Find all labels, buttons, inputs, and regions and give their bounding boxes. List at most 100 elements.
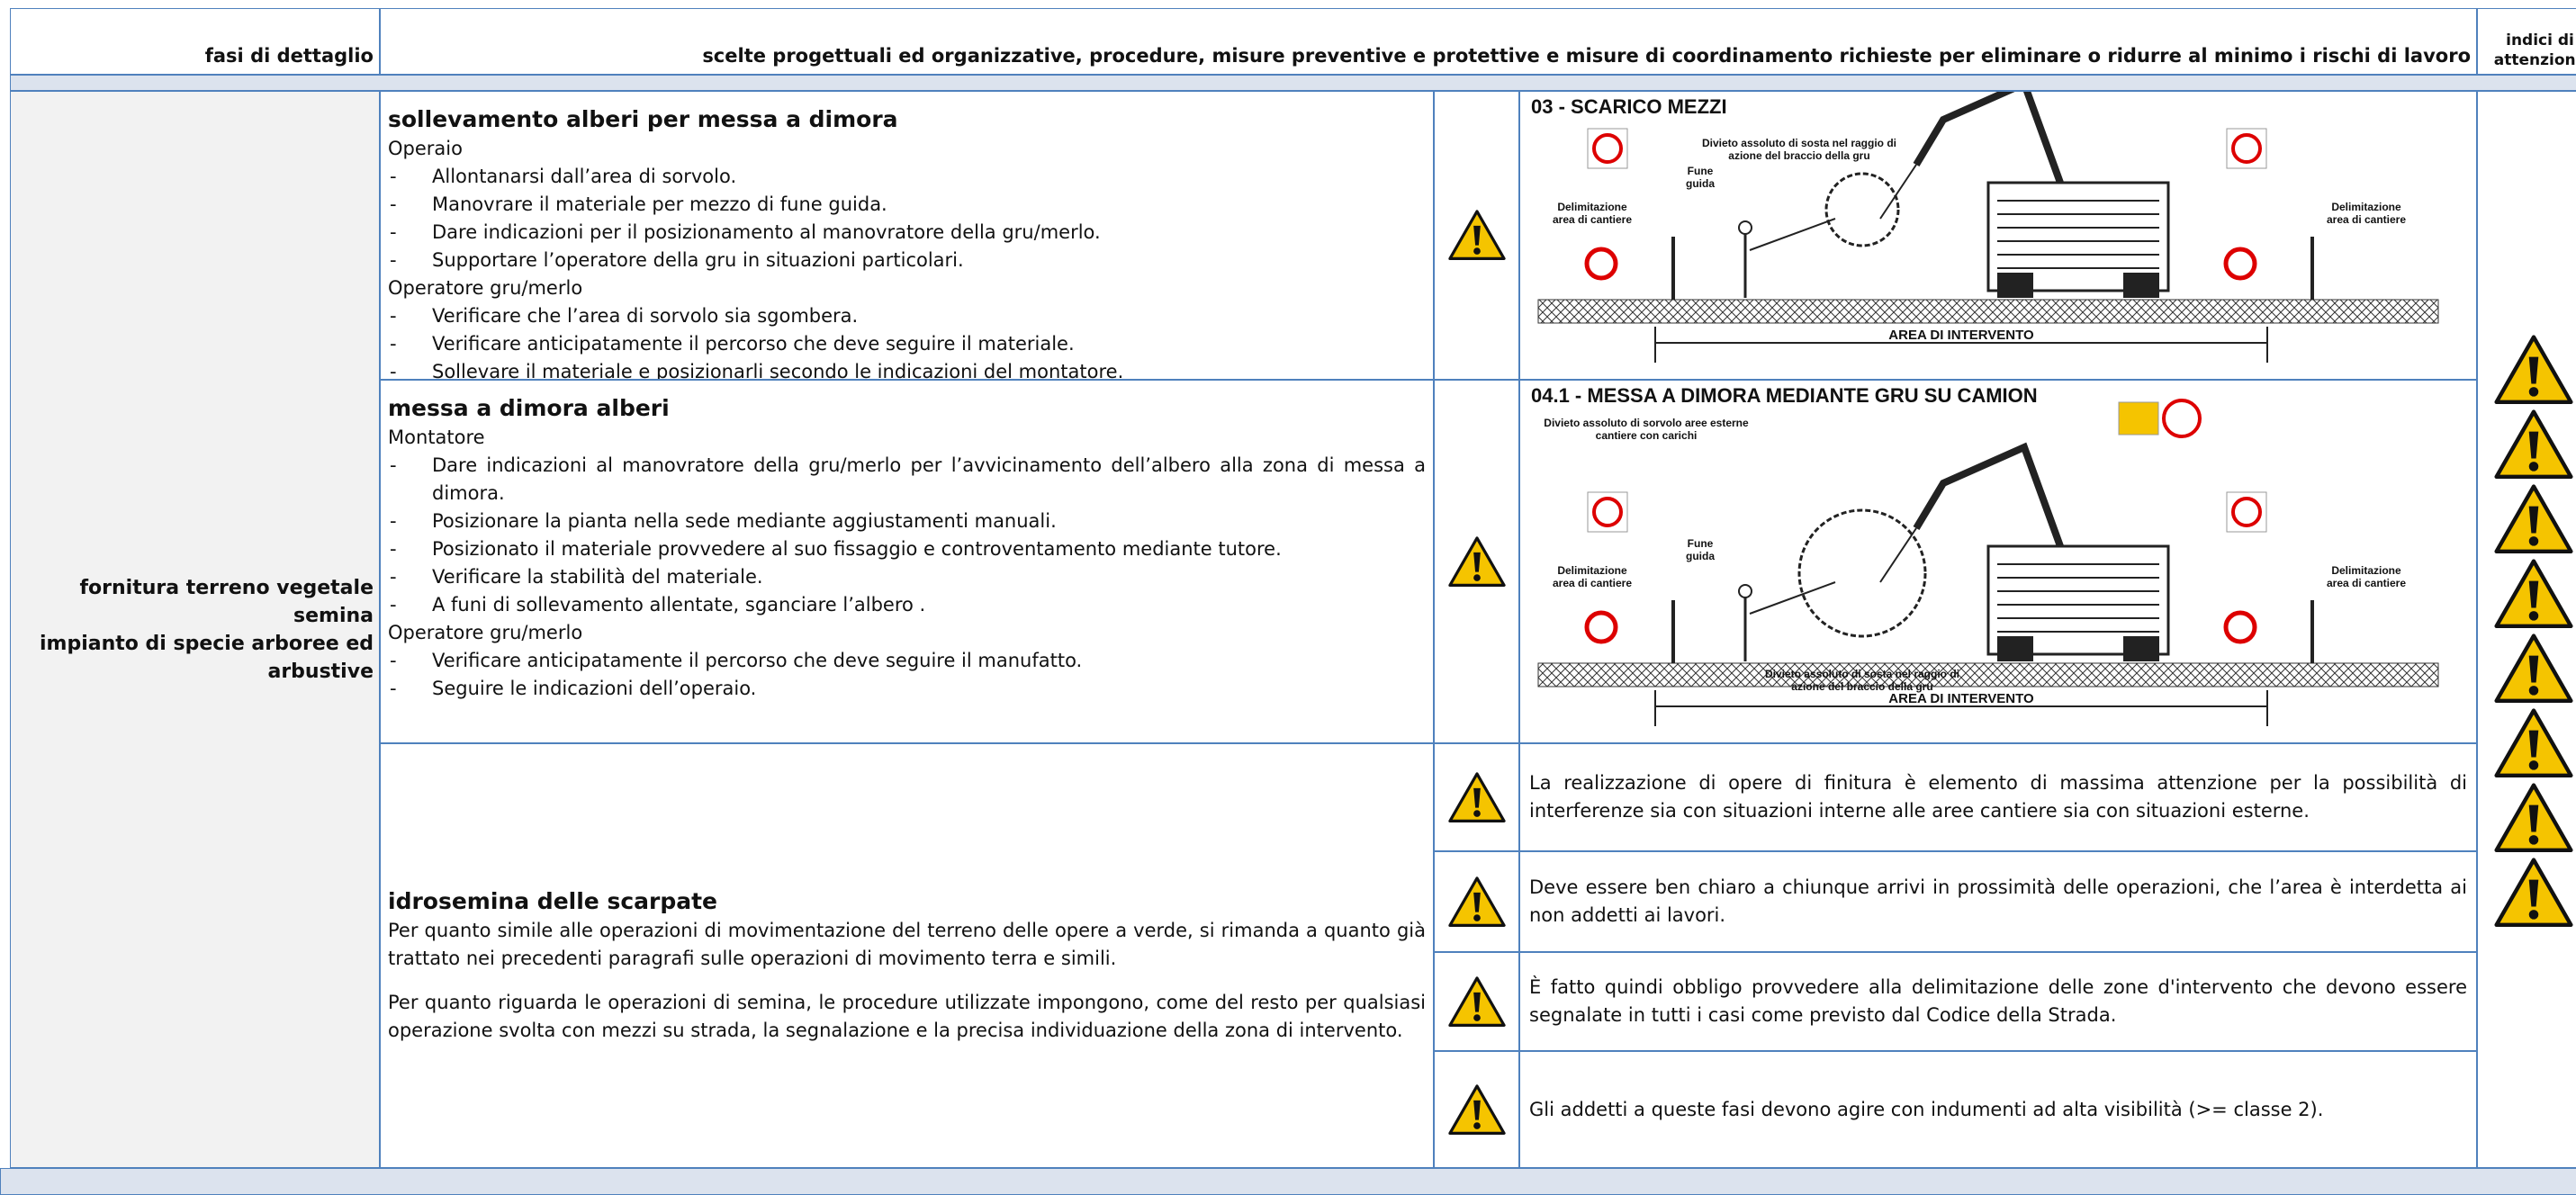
wheel [1997,273,2033,298]
item: Posizionare la pianta nella sede mediant… [388,508,1426,535]
warning-icon [2494,633,2573,703]
shape [1473,226,1481,247]
tape [2223,610,2257,644]
figure-label: Delimitazione area di cantiere [1552,201,1633,226]
item: Verificare che l’area di sorvolo sia sgo… [388,302,1426,330]
wheel [1997,636,2033,661]
item: Dare indicazioni per il posizionamento a… [388,219,1426,247]
shape [1473,574,1481,581]
icon-cell [1434,743,1519,851]
wheel [2123,636,2159,661]
tape [1584,610,1618,644]
shape [2528,431,2539,459]
shape [2528,462,2539,472]
header-text: indici di attenzione [2493,31,2576,69]
phase-text: impianto di specie arboree ed arbustive [39,632,374,683]
item-list: Verificare che l’area di sorvolo sia sgo… [388,302,1426,379]
role: Operaio [388,138,463,159]
warning-icon [1447,536,1506,587]
note-text: Gli addetti a queste fasi devono agire c… [1529,1098,2324,1120]
shape [1473,892,1481,912]
separator-band [0,1168,2576,1195]
paragraph: Per quanto riguarda le operazioni di sem… [388,992,1426,1041]
warning-icon [1447,1084,1506,1135]
item: Manovrare il materiale per mezzo di fune… [388,191,1426,219]
figure-title: 04.1 - MESSA A DIMORA MEDIANTE GRU SU CA… [1531,384,2038,407]
note-text: La realizzazione di opere di finitura è … [1529,772,2467,822]
shape [1473,1100,1481,1120]
rope [1749,581,1836,615]
warning-icon [1447,876,1506,927]
figure-cell: 03 - SCARICO MEZZI Divieto assoluto di so… [1519,91,2477,380]
ground [1537,299,2439,324]
shape [2528,804,2539,832]
warning-icon [2494,409,2573,479]
warning-icon [2494,335,2573,404]
rope [1749,218,1836,251]
item: A funi di sollevamento allentate, sganci… [388,591,1426,619]
icon-cell [1434,91,1519,380]
shape [2528,387,2539,397]
note-cell: È fatto quindi obbligo provvedere alla d… [1519,952,2477,1051]
shape [2528,835,2539,845]
icon-cell [1434,952,1519,1051]
warning-icon [2494,708,2573,777]
sign [2118,401,2159,436]
role: Operatore gru/merlo [388,622,583,643]
row-title: messa a dimora alberi [388,395,670,421]
note-text: È fatto quindi obbligo provvedere alla d… [1529,976,2467,1026]
shape [2528,686,2539,696]
sign [1592,497,1623,527]
shape [1473,247,1481,256]
figure-label: AREA DI INTERVENTO [1880,328,2042,342]
ground [1537,662,2439,687]
warning-icon [1447,772,1506,822]
shape [2528,536,2539,546]
tree [1797,508,1927,638]
phase-text: fornitura terreno vegetale [79,576,374,599]
sign [2162,399,2202,438]
item: Allontanarsi dall’area di sorvolo. [388,163,1426,191]
figure-cell: 04.1 - MESSA A DIMORA MEDIANTE GRU SU CA… [1519,380,2477,743]
shape [1473,1122,1481,1129]
shape [1473,992,1481,1012]
shape [2528,611,2539,621]
shape [1473,914,1481,921]
figure-label: Divieto assoluto di sorvolo aree esterne… [1544,417,1749,442]
warning-icon [1447,210,1506,261]
row-title: sollevamento alberi per messa a dimora [388,106,898,132]
tree [1824,172,1900,247]
phase-cell: fornitura terreno vegetale semina impianto… [10,91,380,1168]
warning-icon [2494,783,2573,852]
shape [2528,879,2539,907]
icon-cell [1434,1051,1519,1168]
phase-text: semina [293,604,374,627]
shape [2528,356,2539,384]
shape [2528,760,2539,770]
shape [2528,655,2539,683]
figure-label: Delimitazione area di cantiere [2326,201,2407,226]
role: Montatore [388,427,485,448]
crane [1913,92,2064,184]
sign [2231,133,2262,164]
warning-icon [2494,858,2573,927]
figure-title: 03 - SCARICO MEZZI [1531,95,1727,118]
figure-drawing [1537,92,2439,363]
header-text: fasi di dettaglio [204,45,374,67]
figure-label: Divieto assoluto di sosta nel raggio di … [1701,137,1897,162]
sign [2231,497,2262,527]
cable [1879,527,1917,583]
item: Dare indicazioni al manovratore della gr… [388,452,1426,508]
item: Sollevare il materiale e posizionarli se… [388,358,1426,379]
figure-drawing [1537,399,2439,726]
icon-cell [1434,380,1519,743]
figure-label: Fune guida [1686,537,1715,562]
sign [1592,133,1623,164]
figure-label: Delimitazione area di cantiere [2326,564,2407,589]
cable [1879,164,1917,220]
text-cell: sollevamento alberi per messa a dimora Op… [380,91,1434,380]
role: Operatore gru/merlo [388,277,583,299]
item-list: Allontanarsi dall’area di sorvolo.Manovr… [388,163,1426,274]
item: Verificare la stabilità del materiale. [388,563,1426,591]
item: Supportare l’operatore della gru in situ… [388,247,1426,274]
